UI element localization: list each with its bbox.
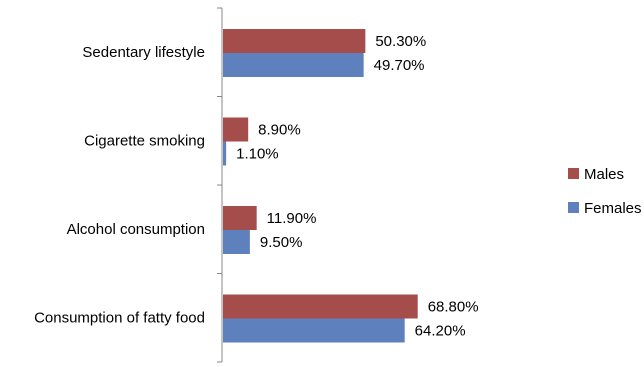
value-label-males-alcohol-consumption: 11.90%: [267, 210, 317, 227]
legend-swatch-males: [568, 168, 579, 179]
value-label-females-alcohol-consumption: 9.50%: [260, 234, 303, 251]
category-labels: Sedentary lifestyle Cigarette smoking Alco…: [34, 44, 205, 327]
category-label-consumption-of-fatty-food: Consumption of fatty food: [34, 310, 205, 327]
bar-males-alcohol-consumption: [223, 206, 257, 230]
category-label-cigarette-smoking: Cigarette smoking: [84, 133, 205, 150]
bar-females-cigarette-smoking: [223, 141, 227, 166]
legend: Males Females: [568, 166, 642, 217]
value-label-females-consumption-of-fatty-food: 64.20%: [415, 323, 466, 340]
y-axis-ticks: [217, 7, 222, 363]
bar-males-cigarette-smoking: [223, 117, 249, 142]
legend-label-males: Males: [584, 166, 624, 183]
bars: [223, 29, 418, 343]
legend-swatch-females: [568, 202, 579, 213]
value-label-males-sedentary-lifestyle: 50.30%: [375, 33, 426, 50]
value-label-females-sedentary-lifestyle: 49.70%: [374, 57, 425, 74]
bar-females-alcohol-consumption: [223, 230, 250, 254]
bar-males-consumption-of-fatty-food: [223, 294, 418, 319]
value-label-males-cigarette-smoking: 8.90%: [258, 122, 301, 139]
bar-males-sedentary-lifestyle: [223, 29, 366, 53]
value-label-females-cigarette-smoking: 1.10%: [236, 146, 279, 163]
bar-females-sedentary-lifestyle: [223, 53, 364, 77]
bar-females-consumption-of-fatty-food: [223, 318, 405, 343]
category-label-sedentary-lifestyle: Sedentary lifestyle: [82, 44, 205, 61]
category-label-alcohol-consumption: Alcohol consumption: [67, 221, 205, 238]
value-labels: 50.30% 49.70% 8.90% 1.10% 11.90% 9.50% 68.80% 6…: [236, 33, 478, 340]
legend-label-females: Females: [584, 200, 642, 217]
value-label-males-consumption-of-fatty-food: 68.80%: [428, 299, 479, 316]
